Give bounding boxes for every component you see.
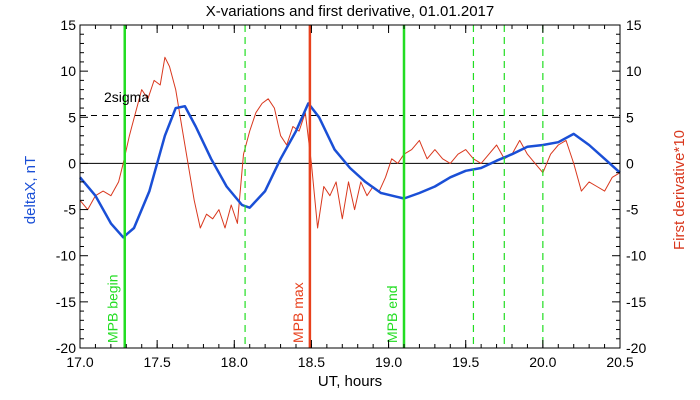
y-tick-label-right-3: -5: [626, 202, 639, 218]
y-tick-label-right-2: -10: [626, 248, 646, 264]
y-tick-label-left-7: 15: [60, 17, 76, 33]
x-tick-label-1: 17.5: [144, 354, 171, 370]
x-tick-label-7: 20.5: [606, 354, 633, 370]
x-axis-label: UT, hours: [318, 373, 382, 390]
y-tick-label-left-1: -15: [56, 294, 76, 310]
axis-ticks: 17.0 17.5 18.0 18.5 19.0 19.5 20.0 20.5-20 -20-1…: [56, 17, 647, 370]
y-tick-label-right-6: 10: [626, 63, 642, 79]
y-tick-label-left-5: 5: [68, 109, 76, 125]
x-tick-label-6: 20.0: [529, 354, 556, 370]
x-tick-label-3: 18.5: [298, 354, 325, 370]
y-axis-label-right: First derivative*10: [671, 130, 688, 250]
deltax-series: [79, 102, 621, 239]
y-tick-label-left-0: -20: [56, 340, 76, 356]
x-tick-label-4: 19.0: [375, 354, 402, 370]
derivative-series: [79, 56, 621, 229]
y-tick-label-left-2: -10: [56, 248, 76, 264]
vline-label-0: MPB begin: [105, 275, 121, 343]
y-tick-label-left-6: 10: [60, 63, 76, 79]
y-tick-label-right-5: 5: [626, 109, 634, 125]
y-tick-label-right-7: 15: [626, 17, 642, 33]
y-axis-label-left: deltaX, nT: [22, 156, 39, 224]
chart-title: X-variations and first derivative, 01.01…: [206, 3, 495, 20]
x-tick-label-2: 18.0: [221, 354, 248, 370]
y-tick-label-left-4: 0: [68, 155, 76, 171]
deltax-line: [79, 102, 621, 239]
y-tick-label-right-4: 0: [626, 155, 634, 171]
y-tick-label-right-0: -20: [626, 340, 646, 356]
y-tick-label-right-1: -15: [626, 294, 646, 310]
plot-frame: [79, 24, 621, 349]
vertical-markers: MPB begin MPB max MPB end: [105, 25, 544, 348]
y-tick-label-left-3: -5: [64, 202, 77, 218]
derivative-line: [79, 56, 621, 229]
x-tick-label-5: 19.5: [452, 354, 479, 370]
x-tick-label-0: 17.0: [66, 354, 93, 370]
vline-label-1: MPB max: [290, 282, 306, 343]
vline-label-2: MPB end: [384, 285, 400, 343]
threshold-label: 2sigma: [104, 89, 149, 105]
